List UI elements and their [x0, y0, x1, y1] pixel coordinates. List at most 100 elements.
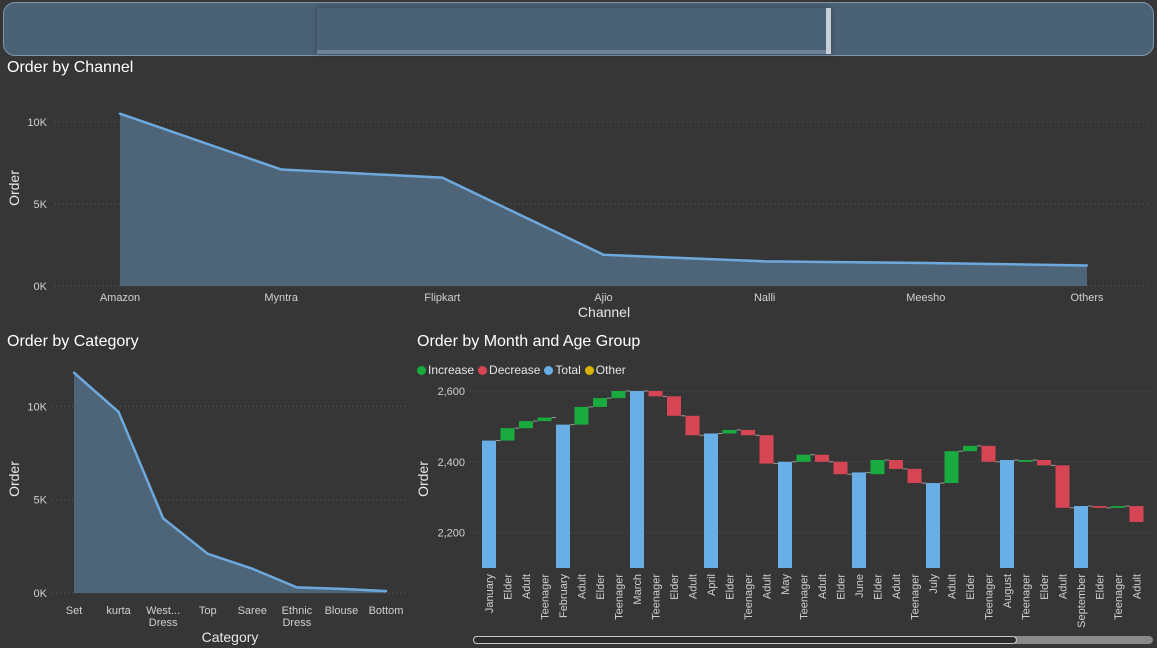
- waterfall-x-tick-label: Adult: [762, 574, 774, 599]
- legend-other[interactable]: Other: [584, 363, 626, 377]
- channel-y-tick-label: 0K: [34, 281, 48, 293]
- category-x-tick-label-line: Ethnic: [282, 605, 313, 617]
- month-chart-title: Order by Month and Age Group: [417, 333, 641, 350]
- waterfall-x-tick-label: September: [1076, 574, 1088, 628]
- channel-x-tick-label-line: Nalli: [754, 292, 775, 304]
- channel-x-tick-label: Nalli: [754, 292, 775, 304]
- waterfall-bar-decrease: [741, 429, 755, 436]
- channel-point: [924, 261, 928, 265]
- waterfall-x-tick-label: Teenager: [540, 574, 552, 620]
- waterfall-bar-total: [1000, 460, 1014, 568]
- channel-point: [279, 168, 283, 171]
- horizontal-scrollbar-thumb[interactable]: [473, 636, 1017, 644]
- waterfall-x-tick-label: Adult: [817, 574, 829, 599]
- waterfall-x-tick-label: Teenager: [910, 574, 922, 620]
- category-x-tick-label: Saree: [238, 605, 267, 617]
- channel-point: [763, 260, 766, 263]
- channel-x-tick-label: Ajio: [594, 292, 612, 304]
- category-x-tick-label: Top: [199, 605, 217, 617]
- waterfall-x-tick-label: Adult: [1132, 574, 1144, 599]
- waterfall-y-tick-label: 2,600: [437, 386, 465, 398]
- channel-x-tick-label: Flipkart: [424, 292, 460, 304]
- category-x-tick-label: Ethnic Dress: [282, 605, 313, 629]
- waterfall-x-tick-label: August: [1002, 574, 1014, 608]
- waterfall-x-tick-label: May: [780, 574, 792, 595]
- category-point: [384, 589, 388, 593]
- category-x-tick-label-line: Blouse: [325, 605, 359, 617]
- waterfall-bar-increase: [593, 398, 607, 407]
- waterfall-x-tick-label: Adult: [577, 574, 589, 599]
- channel-x-tick-label: Meesho: [906, 292, 945, 304]
- waterfall-bar-decrease: [685, 415, 700, 436]
- category-x-tick-label-line: Dress: [149, 617, 178, 629]
- waterfall-x-tick-label: Teenager: [984, 574, 996, 620]
- waterfall-x-tick-label: Elder: [725, 574, 737, 600]
- category-point: [295, 586, 299, 589]
- waterfall-bar-decrease: [833, 461, 848, 475]
- channel-x-tick-label-line: Myntra: [264, 292, 299, 304]
- waterfall-bar-decrease: [1055, 465, 1070, 508]
- legend-total-label: Total: [555, 363, 581, 377]
- channel-x-tick-label: Amazon: [100, 292, 140, 304]
- waterfall-x-tick-label: Teenager: [651, 574, 663, 620]
- channel-x-tick-label-line: Amazon: [100, 292, 140, 304]
- channel-y-axis-title: Order: [6, 170, 22, 206]
- waterfall-x-tick-label: Elder: [503, 574, 515, 600]
- category-x-tick-label-line: kurta: [106, 605, 131, 617]
- waterfall-bar-total: [630, 391, 644, 568]
- legend-other-label: Other: [595, 363, 626, 377]
- legend-increase-label: Increase: [428, 363, 475, 377]
- channel-x-tick-label-line: Others: [1070, 292, 1104, 304]
- waterfall-bar-increase: [722, 429, 737, 434]
- category-x-axis-title: Category: [202, 629, 259, 645]
- waterfall-x-tick-label: January: [484, 574, 496, 614]
- legend-increase[interactable]: Increase: [417, 363, 474, 377]
- category-y-tick-label: 0K: [34, 588, 48, 600]
- waterfall-bar-increase: [611, 391, 626, 399]
- legend-decrease[interactable]: Decrease: [478, 363, 540, 377]
- category-x-tick-label-line: West...: [146, 605, 180, 617]
- waterfall-bar-increase: [796, 454, 811, 462]
- category-area: [74, 372, 386, 593]
- waterfall-x-tick-label: Elder: [1039, 574, 1051, 600]
- waterfall-y-tick-label: 2,400: [437, 457, 465, 469]
- waterfall-bar-increase: [519, 421, 533, 429]
- waterfall-bar-decrease: [759, 435, 774, 464]
- waterfall-x-tick-label: Adult: [521, 574, 533, 599]
- category-x-tick-label: Blouse: [325, 605, 359, 617]
- waterfall-y-axis-title: Order: [415, 461, 431, 497]
- waterfall-x-tick-label: Adult: [688, 574, 700, 599]
- channel-point: [118, 112, 122, 115]
- waterfall-bar-total: [778, 461, 792, 568]
- channel-point: [441, 176, 444, 179]
- legend-increase-marker: [417, 365, 426, 375]
- waterfall-bar-increase: [1018, 460, 1033, 462]
- waterfall-bar-total: [482, 440, 496, 568]
- waterfall-bar-decrease: [1037, 460, 1051, 466]
- header-banner: [3, 2, 1154, 56]
- legend-total[interactable]: Total: [544, 363, 581, 377]
- category-x-tick-label: kurta: [106, 605, 131, 617]
- waterfall-x-tick-label: Teenager: [743, 574, 755, 620]
- category-x-tick-label: Bottom: [369, 605, 404, 617]
- waterfall-bar-decrease: [648, 391, 663, 397]
- waterfall-bar-increase: [537, 417, 552, 422]
- waterfall-bar-decrease: [889, 460, 903, 469]
- waterfall-x-tick-label: Teenager: [1113, 574, 1125, 620]
- waterfall-bar-increase: [1111, 506, 1125, 508]
- category-x-tick-label-line: Bottom: [369, 605, 404, 617]
- waterfall-x-tick-label: Elder: [595, 574, 607, 600]
- category-point: [117, 410, 120, 414]
- waterfall-bar-increase: [574, 406, 589, 425]
- waterfall-x-tick-label: June: [854, 574, 866, 598]
- waterfall-bar-total: [926, 483, 940, 568]
- category-x-tick-label: West... Dress: [146, 605, 180, 629]
- category-point: [206, 552, 209, 555]
- waterfall-x-tick-label: Adult: [947, 574, 959, 599]
- category-point: [72, 371, 76, 374]
- legend-total-marker: [544, 365, 554, 375]
- waterfall-x-tick-label: Elder: [1095, 574, 1107, 600]
- category-y-tick-label: 5K: [34, 495, 48, 507]
